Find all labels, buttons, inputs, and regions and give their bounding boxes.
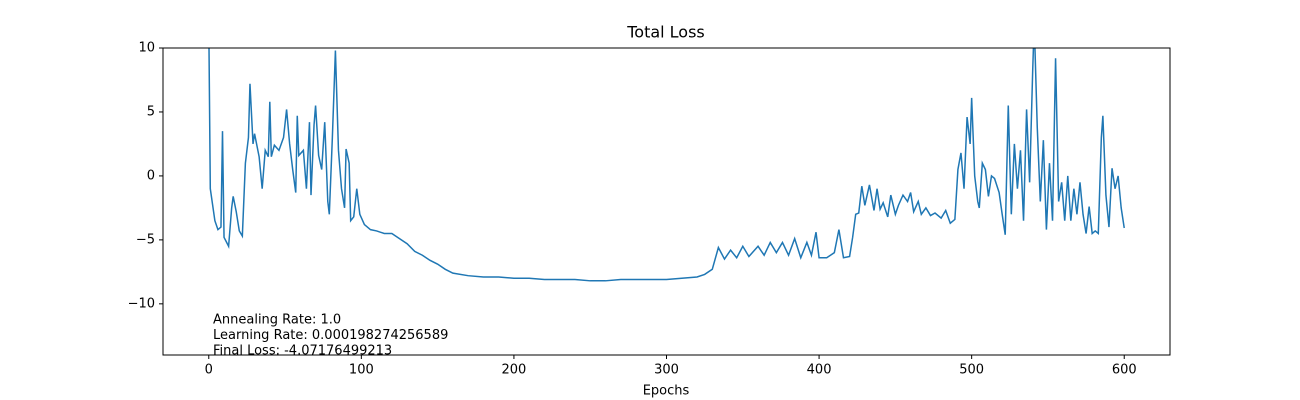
x-axis-label: Epochs bbox=[643, 384, 690, 399]
y-tick-label: 0 bbox=[147, 168, 155, 183]
x-tick-label: 600 bbox=[1112, 363, 1137, 378]
annotation: Annealing Rate: 1.0 bbox=[213, 313, 341, 328]
x-tick-label: 100 bbox=[349, 363, 374, 378]
x-tick-label: 500 bbox=[959, 363, 984, 378]
x-tick-label: 400 bbox=[807, 363, 832, 378]
y-tick-label: 10 bbox=[138, 41, 155, 56]
plot-frame bbox=[162, 47, 1171, 356]
x-tick-label: 200 bbox=[502, 363, 527, 378]
loss-line bbox=[208, 48, 1125, 282]
chart-title: Total Loss bbox=[626, 23, 705, 42]
x-tick-label: 300 bbox=[654, 363, 679, 378]
x-tick-label: 0 bbox=[205, 363, 213, 378]
annotation: Learning Rate: 0.000198274256589 bbox=[213, 328, 448, 343]
annotation: Final Loss: -4.07176499213 bbox=[213, 344, 392, 359]
y-tick-label: 5 bbox=[147, 104, 155, 119]
y-tick-label: −10 bbox=[128, 296, 155, 311]
y-tick-label: −5 bbox=[136, 232, 155, 247]
